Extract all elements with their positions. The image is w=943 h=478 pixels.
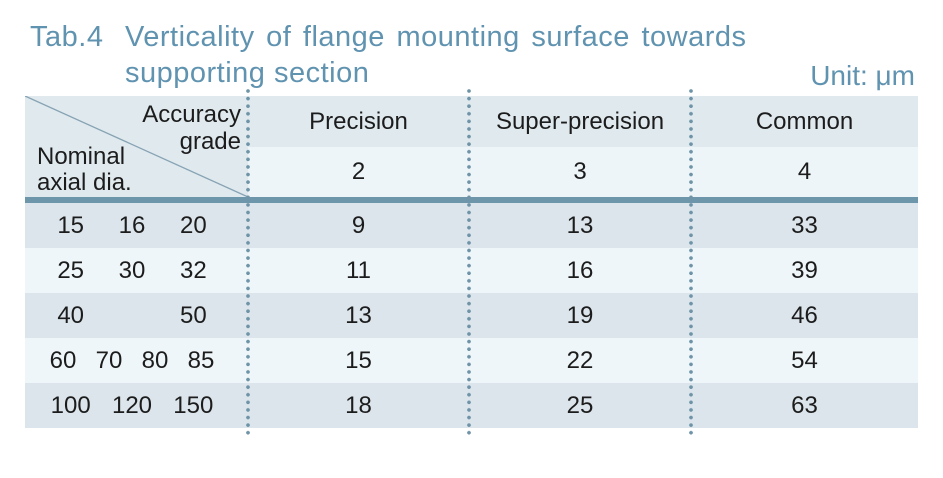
header-row: Precision Super-precision Common bbox=[248, 96, 918, 147]
accuracy-grade-label-line2: grade bbox=[179, 128, 241, 155]
dia-cell: 15 16 20 bbox=[25, 203, 248, 248]
dia-value: 120 bbox=[111, 391, 153, 419]
dia-cell: 40 50 bbox=[25, 293, 248, 338]
table-body: 15 16 20 9 13 33 25 30 32 11 16 39 bbox=[25, 203, 918, 428]
accuracy-grade-label-line1: Accuracy bbox=[142, 101, 241, 128]
table-title-line1: Verticality of flange mounting surface t… bbox=[125, 21, 747, 53]
grade-row: 2 3 4 bbox=[248, 147, 918, 197]
grade-cell-precision: 2 bbox=[351, 158, 366, 185]
precision-value: 9 bbox=[351, 211, 366, 239]
header-cell-super-precision: Super-precision bbox=[495, 107, 665, 135]
column-divider-dotted bbox=[689, 88, 693, 436]
precision-value: 15 bbox=[345, 346, 372, 374]
common-value: 63 bbox=[791, 391, 818, 419]
table-row: 40 50 13 19 46 bbox=[25, 293, 918, 338]
dia-value: 15 bbox=[57, 211, 85, 239]
grade-cell-super-precision: 3 bbox=[573, 158, 587, 185]
corner-cell: Accuracy grade Nominal axial dia. bbox=[25, 96, 248, 197]
super-precision-value: 13 bbox=[566, 211, 594, 239]
super-precision-value: 22 bbox=[566, 346, 594, 374]
accuracy-grade-label: Accuracy grade bbox=[142, 101, 241, 155]
table-number-label: Tab.4 bbox=[30, 21, 104, 53]
dia-value: 20 bbox=[179, 211, 207, 239]
dia-value: 50 bbox=[179, 301, 207, 329]
header-separator-bar bbox=[25, 197, 918, 203]
dia-cell: 100 120 150 bbox=[25, 383, 248, 428]
table-row: 25 30 32 11 16 39 bbox=[25, 248, 918, 293]
super-precision-value: 16 bbox=[566, 256, 594, 284]
dia-value: 100 bbox=[50, 391, 91, 419]
header-cell-precision: Precision bbox=[309, 107, 408, 135]
dia-value: 16 bbox=[118, 211, 146, 239]
dia-value: 80 bbox=[141, 346, 169, 374]
table-row: 100 120 150 18 25 63 bbox=[25, 383, 918, 428]
precision-value: 18 bbox=[345, 391, 372, 419]
dia-cell: 60 70 80 85 bbox=[25, 338, 248, 383]
nominal-dia-label-line1: Nominal bbox=[37, 143, 126, 170]
common-value: 39 bbox=[791, 256, 818, 284]
diagonal-divider-line bbox=[25, 96, 248, 197]
common-value: 54 bbox=[791, 346, 818, 374]
dia-value: 32 bbox=[179, 256, 207, 284]
column-divider-dotted bbox=[467, 88, 471, 436]
dia-value: 25 bbox=[57, 256, 85, 284]
precision-value: 13 bbox=[345, 301, 372, 329]
table-row: 60 70 80 85 15 22 54 bbox=[25, 338, 918, 383]
dia-value: 40 bbox=[57, 301, 85, 329]
dia-value: 70 bbox=[95, 346, 123, 374]
grade-cell-common: 4 bbox=[797, 158, 812, 185]
table-row: 15 16 20 9 13 33 bbox=[25, 203, 918, 248]
header-cell-common: Common bbox=[755, 107, 854, 135]
precision-value: 11 bbox=[346, 256, 371, 284]
super-precision-value: 25 bbox=[566, 391, 594, 419]
spec-table: Accuracy grade Nominal axial dia. Precis… bbox=[25, 88, 918, 436]
dia-value: 30 bbox=[118, 256, 146, 284]
column-divider-dotted bbox=[246, 88, 250, 436]
unit-label: Unit: μm bbox=[810, 60, 915, 91]
nominal-dia-label: Nominal axial dia. bbox=[37, 144, 132, 196]
table-title-line2: supporting section bbox=[125, 57, 370, 89]
dia-value: 60 bbox=[49, 346, 77, 374]
nominal-dia-label-line2: axial dia. bbox=[37, 169, 132, 196]
dia-cell: 25 30 32 bbox=[25, 248, 248, 293]
common-value: 33 bbox=[791, 211, 818, 239]
dia-value: 85 bbox=[187, 346, 215, 374]
dia-value: 150 bbox=[173, 391, 214, 419]
super-precision-value: 19 bbox=[566, 301, 594, 329]
common-value: 46 bbox=[791, 301, 818, 329]
